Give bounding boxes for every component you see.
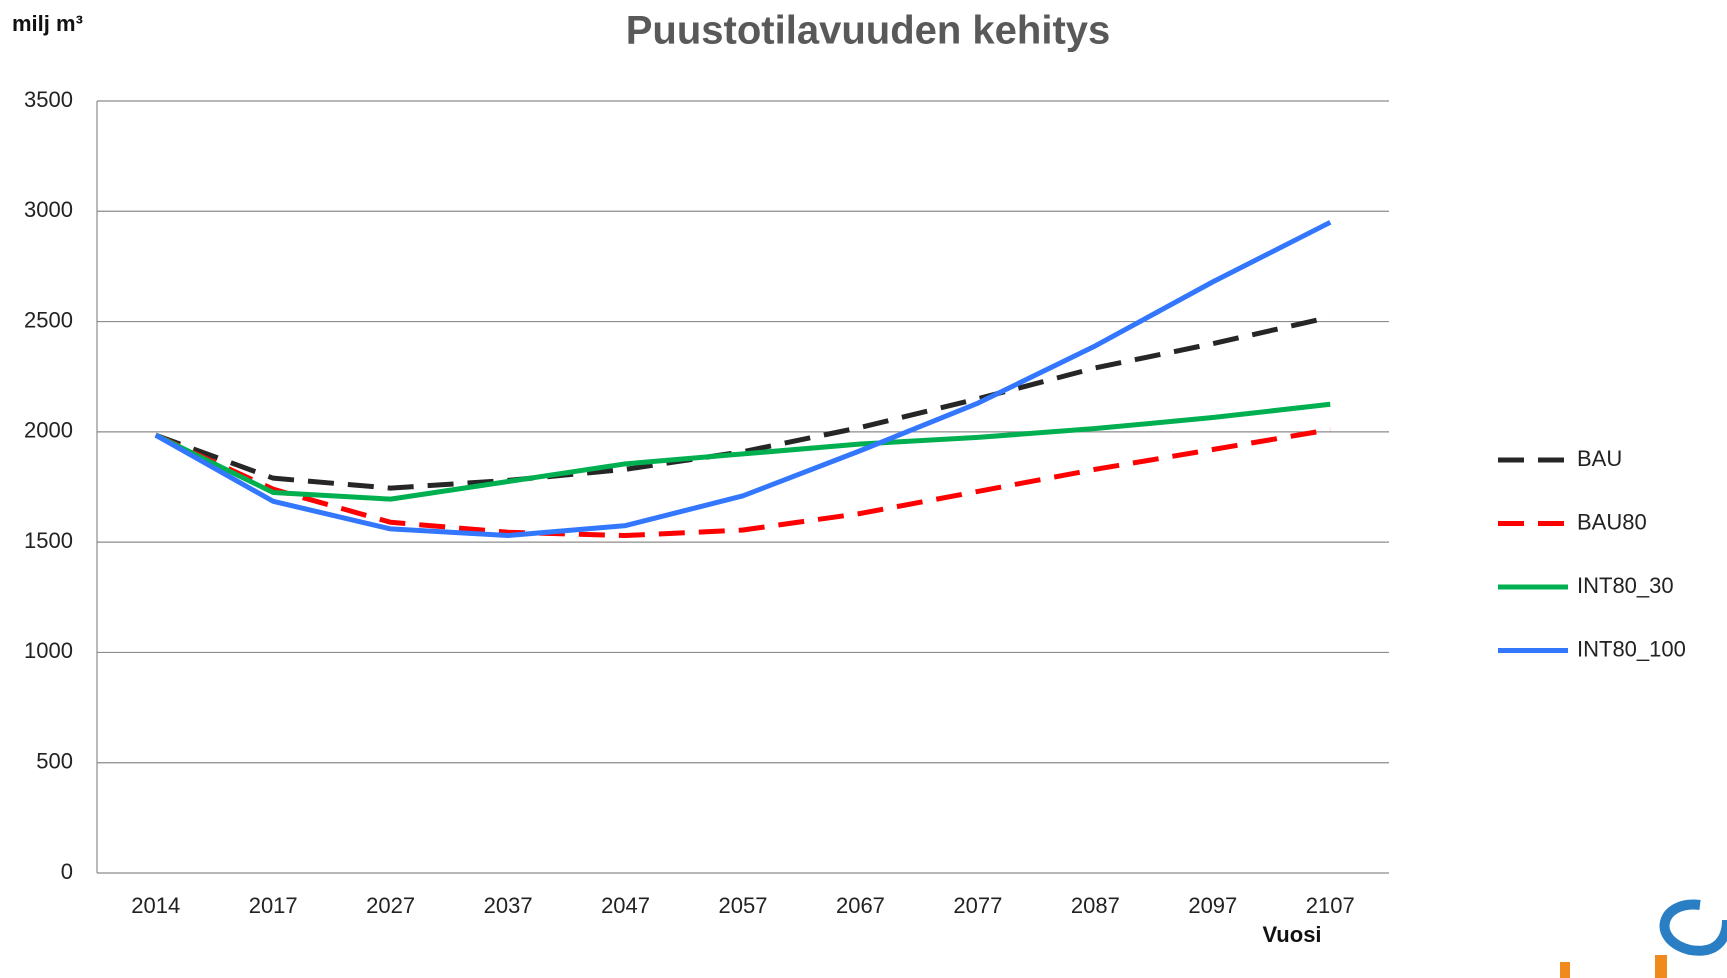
data-line: [154, 427, 1331, 539]
x-tick-label: 2027: [366, 893, 415, 918]
data-line: [154, 220, 1332, 539]
y-tick-label: 0: [61, 859, 73, 884]
x-tick-label: 2097: [1188, 893, 1237, 918]
x-tick-label: 2037: [484, 893, 533, 918]
x-tick-label: 2077: [953, 893, 1002, 918]
logo-bar: [1560, 962, 1570, 978]
x-tick-label: 2087: [1071, 893, 1120, 918]
y-tick-label: 1500: [24, 528, 73, 553]
logo-bar: [1655, 955, 1667, 978]
chart-title: Puustotilavuuden kehitys: [626, 9, 1111, 53]
y-tick-label: 3000: [24, 197, 73, 222]
y-tick-label: 1000: [24, 638, 73, 663]
x-tick-label: 2067: [836, 893, 885, 918]
y-axis-label: milj m³: [12, 11, 83, 36]
y-tick-label: 500: [36, 749, 73, 774]
logo-swirl: [1659, 899, 1727, 956]
logo: [1560, 899, 1727, 978]
x-tick-label: 2057: [719, 893, 768, 918]
y-tick-label: 3500: [24, 87, 73, 112]
x-tick-label: 2014: [131, 893, 180, 918]
x-tick-label: 2107: [1306, 893, 1355, 918]
legend-label: BAU80: [1577, 509, 1647, 534]
legend-label: INT80_100: [1577, 636, 1686, 661]
data-line: [154, 401, 1331, 502]
x-axis-label: Vuosi: [1262, 922, 1321, 947]
legend-label: INT80_30: [1577, 573, 1674, 598]
data-line: [154, 314, 1331, 491]
y-tick-label: 2500: [24, 307, 73, 332]
x-tick-label: 2017: [249, 893, 298, 918]
x-tick-label: 2047: [601, 893, 650, 918]
legend-label: BAU: [1577, 446, 1622, 471]
y-tick-label: 2000: [24, 418, 73, 443]
